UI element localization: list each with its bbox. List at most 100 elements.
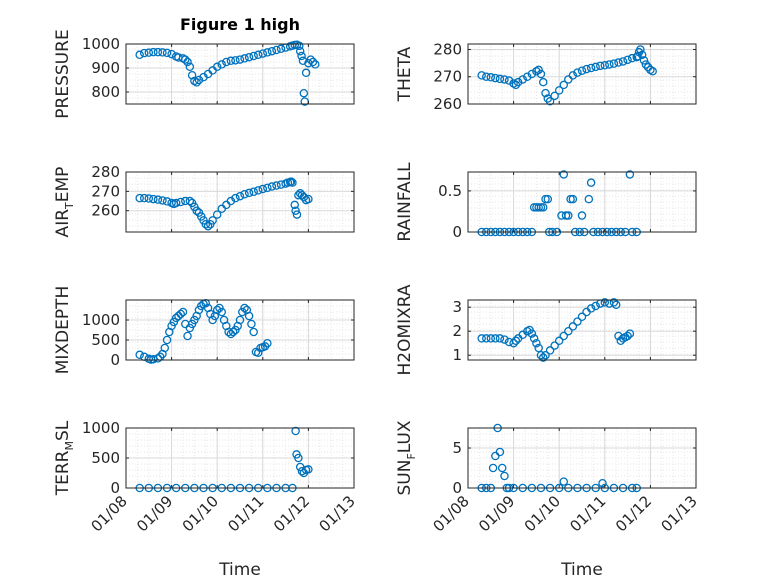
y-tick-label: 0 (452, 479, 462, 497)
data-point (527, 69, 537, 79)
data-point (231, 56, 240, 65)
data-point (632, 52, 641, 62)
y-tick-label: 0 (110, 351, 120, 369)
x-axis-label-right: Time (560, 560, 603, 580)
data-point (486, 73, 496, 82)
data-point (253, 186, 263, 195)
y-tick-label: 1000 (82, 35, 120, 53)
y-tick-label: 280 (433, 40, 462, 58)
data-point (623, 331, 632, 341)
data-point (258, 49, 268, 58)
data-point (637, 50, 647, 60)
data-point (636, 45, 645, 54)
data-point (158, 196, 167, 205)
data-point (536, 69, 546, 79)
data-point (178, 307, 188, 317)
data-point (144, 48, 154, 57)
y-tick-label: 3 (452, 298, 462, 316)
data-point (267, 46, 277, 56)
data-point (600, 298, 610, 307)
data-point (139, 48, 149, 58)
data-point (135, 193, 144, 203)
data-point (591, 62, 600, 72)
data-point (545, 97, 555, 106)
data-point (495, 74, 505, 84)
data-point (298, 56, 308, 66)
data-point (623, 55, 632, 65)
data-point (511, 336, 521, 346)
data-point (648, 67, 657, 76)
data-point (192, 206, 201, 215)
data-point (600, 61, 610, 70)
data-point (249, 327, 258, 337)
data-point (183, 57, 192, 67)
data-point (605, 60, 614, 69)
data-point (586, 63, 596, 73)
data-point (272, 45, 281, 55)
data-point (527, 329, 537, 338)
data-point (295, 46, 305, 56)
x-tick-label: 01/11 (566, 492, 609, 535)
data-point (249, 187, 258, 196)
y-tick-label: 280 (91, 163, 120, 181)
data-point (240, 54, 249, 63)
data-point (529, 334, 539, 343)
data-point (477, 334, 486, 343)
y-tick-label: 800 (91, 83, 120, 101)
x-tick-label: 01/08 (430, 492, 473, 535)
x-tick-label: 01/09 (475, 492, 518, 535)
data-point (609, 59, 619, 68)
y-tick-label: 270 (91, 182, 120, 200)
data-point (253, 50, 263, 60)
data-point (263, 48, 272, 57)
data-point (162, 335, 172, 345)
data-point (149, 194, 158, 204)
x-tick-label: 01/08 (88, 492, 131, 535)
data-point (235, 191, 245, 201)
data-point (208, 216, 217, 225)
mixdepth-axes: 0 500 1000 MIXDEPTH (53, 286, 355, 374)
data-point (295, 41, 304, 51)
data-point (625, 329, 635, 338)
data-point (299, 88, 309, 98)
data-point (573, 68, 582, 77)
axes-frame (125, 299, 355, 361)
data-point (513, 77, 523, 87)
data-point (541, 350, 550, 360)
data-point (518, 75, 527, 84)
y-tick-label: 500 (91, 331, 120, 349)
data-point (491, 73, 500, 83)
data-point (598, 478, 607, 488)
data-point (276, 44, 286, 54)
data-point (158, 48, 167, 57)
data-point (310, 60, 320, 69)
data-point (297, 190, 307, 200)
y-tick-label: 0.5 (438, 182, 462, 200)
data-point (144, 194, 154, 203)
y-axis-label: AIRTEMP (53, 167, 76, 238)
data-point (586, 304, 596, 313)
data-point (491, 334, 500, 343)
data-point (543, 194, 553, 204)
data-point (577, 66, 587, 75)
y-axis-label: RAINFALL (395, 162, 415, 242)
data-point (181, 55, 190, 64)
data-point (534, 65, 543, 75)
y-axis-label: TERRMSL (53, 420, 76, 496)
x-tick-label: 01/13 (658, 492, 701, 535)
data-point (545, 346, 555, 355)
data-point (235, 315, 245, 325)
data-point (532, 338, 541, 348)
data-point (249, 51, 258, 61)
data-point (297, 51, 306, 61)
data-point (291, 206, 300, 215)
data-point (577, 211, 587, 220)
data-point (171, 198, 181, 208)
data-point (176, 197, 185, 207)
data-point (212, 305, 222, 315)
data-point (290, 200, 299, 210)
y-tick-label: 270 (433, 68, 462, 86)
data-point (162, 48, 172, 58)
x-tick-label: 01/12 (270, 492, 313, 535)
data-point (272, 181, 281, 190)
